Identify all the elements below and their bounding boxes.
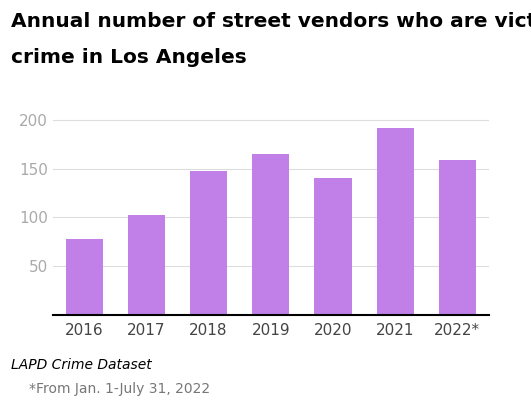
Bar: [439, 160, 476, 315]
Text: LAPD Crime Dataset: LAPD Crime Dataset: [11, 358, 151, 372]
Text: *From Jan. 1-July 31, 2022: *From Jan. 1-July 31, 2022: [29, 382, 210, 396]
Bar: [252, 154, 289, 315]
Bar: [128, 215, 165, 315]
Bar: [190, 171, 227, 315]
Text: crime in Los Angeles: crime in Los Angeles: [11, 48, 246, 67]
Bar: [376, 128, 414, 315]
Text: Annual number of street vendors who are victims of: Annual number of street vendors who are …: [11, 12, 531, 31]
Bar: [314, 178, 352, 315]
Bar: [65, 239, 103, 315]
